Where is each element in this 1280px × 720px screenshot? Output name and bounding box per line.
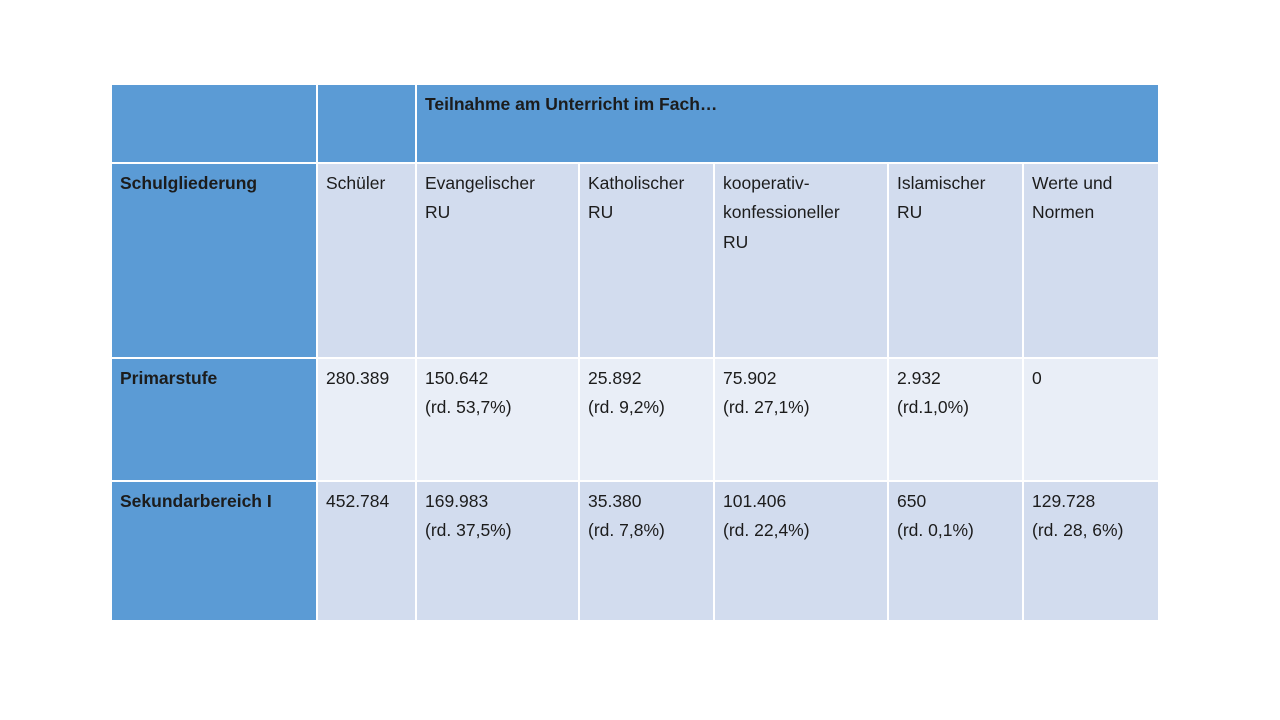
corner-blank-cell-1 [110, 83, 318, 164]
data-cell: 650 (rd. 0,1%) [887, 480, 1024, 622]
column-header-werte-und-normen: Werte und Normen [1022, 162, 1160, 359]
data-cell: 0 [1022, 357, 1160, 482]
column-header-schulgliederung: Schulgliederung [110, 162, 318, 359]
data-cell: 169.983 (rd. 37,5%) [415, 480, 580, 622]
table-row-primarstufe: Primarstufe 280.389 150.642 (rd. 53,7%) … [110, 357, 1160, 482]
data-cell: 25.892 (rd. 9,2%) [578, 357, 715, 482]
corner-blank-cell-2 [316, 83, 417, 164]
column-header-kooperativ-konfessioneller-ru: kooperativ- konfessioneller RU [713, 162, 889, 359]
row-label-sekundarbereich-1: Sekundarbereich I [110, 480, 318, 622]
data-cell: 75.902 (rd. 27,1%) [713, 357, 889, 482]
data-cell: 35.380 (rd. 7,8%) [578, 480, 715, 622]
span-header-row: Teilnahme am Unterricht im Fach… [110, 83, 1160, 164]
row-label-primarstufe: Primarstufe [110, 357, 318, 482]
data-cell: 2.932 (rd.1,0%) [887, 357, 1024, 482]
data-cell: 129.728 (rd. 28, 6%) [1022, 480, 1160, 622]
data-cell: 150.642 (rd. 53,7%) [415, 357, 580, 482]
column-header-schueler: Schüler [316, 162, 417, 359]
column-header-islamischer-ru: Islamischer RU [887, 162, 1024, 359]
data-cell: 101.406 (rd. 22,4%) [713, 480, 889, 622]
column-header-katholischer-ru: Katholischer RU [578, 162, 715, 359]
data-cell: 452.784 [316, 480, 417, 622]
column-header-evangelischer-ru: Evangelischer RU [415, 162, 580, 359]
participation-table: Teilnahme am Unterricht im Fach… Schulgl… [110, 83, 1160, 622]
data-cell: 280.389 [316, 357, 417, 482]
span-header-cell: Teilnahme am Unterricht im Fach… [415, 83, 1160, 164]
table-row-sekundarbereich-1: Sekundarbereich I 452.784 169.983 (rd. 3… [110, 480, 1160, 622]
column-header-row: Schulgliederung Schüler Evangelischer RU… [110, 162, 1160, 359]
